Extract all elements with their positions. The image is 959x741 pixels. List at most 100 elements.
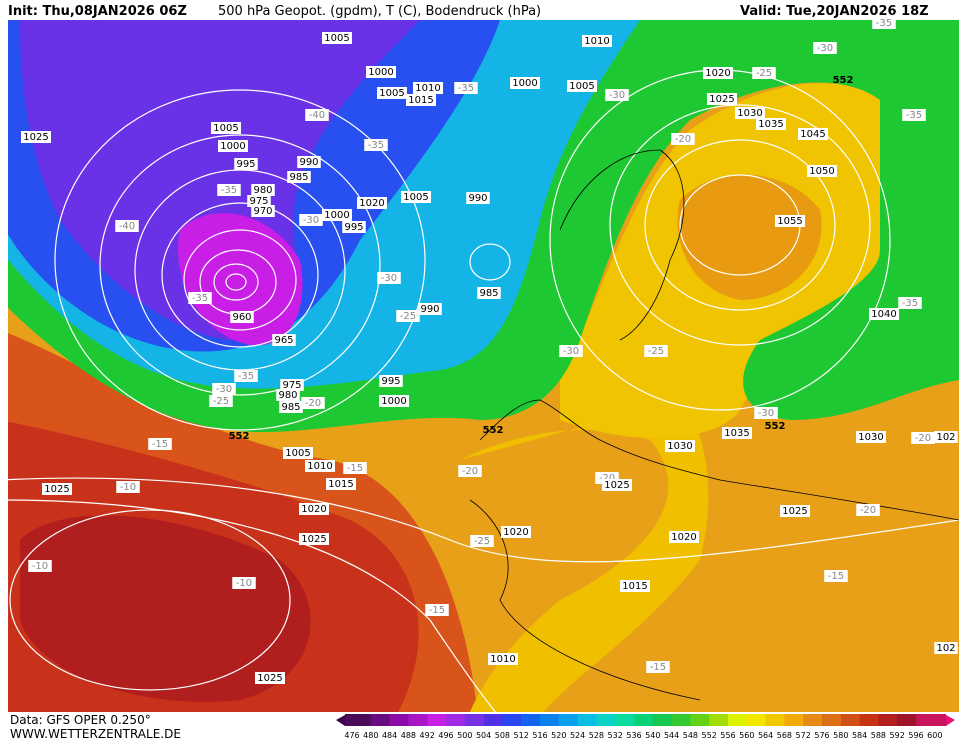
temperature-label-box <box>188 292 212 304</box>
colorbar-arrow-low <box>336 715 345 726</box>
colorbar-swatch <box>577 714 597 726</box>
pressure-label: 1005 <box>569 81 594 92</box>
colorbar-label: 504 <box>476 731 491 740</box>
colorbar-label: 528 <box>589 731 604 740</box>
temperature-label: -25 <box>756 68 772 79</box>
pressure-label: 980 <box>253 185 272 196</box>
temperature-label-box <box>148 438 172 450</box>
colorbar-label: 576 <box>814 731 829 740</box>
temperature-label: -35 <box>458 83 474 94</box>
pressure-label-box <box>488 653 518 665</box>
pressure-label: 985 <box>281 402 300 413</box>
temperature-label: -35 <box>238 371 254 382</box>
temperature-label-box <box>115 220 139 232</box>
pressure-label-box <box>42 483 72 495</box>
pressure-label: 1000 <box>512 78 537 89</box>
colorbar-label: 476 <box>344 731 359 740</box>
pressure-label-box <box>807 165 837 177</box>
colorbar-label: 580 <box>833 731 848 740</box>
temperature-label: -10 <box>120 482 136 493</box>
geopotential-label: 552 <box>483 425 504 436</box>
pressure-label-box <box>230 311 254 323</box>
pressure-label-box <box>21 131 51 143</box>
temperature-label: -30 <box>817 43 833 54</box>
temperature-label: -20 <box>675 134 691 145</box>
colorbar-label: 588 <box>871 731 886 740</box>
temperature-label: -30 <box>609 90 625 101</box>
pressure-label: 985 <box>289 172 308 183</box>
colorbar-label: 544 <box>664 731 679 740</box>
pressure-label-box <box>280 379 304 391</box>
temperature-label: -35 <box>902 298 918 309</box>
pressure-label-box <box>567 80 597 92</box>
temperature-label-box <box>911 432 935 444</box>
temperature-label: -35 <box>192 293 208 304</box>
pressure-label: 1040 <box>871 309 896 320</box>
temperature-label-box <box>454 82 478 94</box>
pressure-label-box <box>756 118 786 130</box>
temperature-label: -15 <box>828 571 844 582</box>
pressure-label: 1030 <box>667 441 692 452</box>
temperature-label-box <box>232 577 256 589</box>
geopotential-label: 552 <box>765 421 786 432</box>
pressure-label-box <box>305 460 335 472</box>
temperature-label-box <box>343 462 367 474</box>
temperature-label-box <box>752 67 776 79</box>
pressure-label-box <box>322 209 352 221</box>
temperature-label: -20 <box>915 433 931 444</box>
temperature-label: -20 <box>860 505 876 516</box>
pressure-label: 990 <box>468 193 487 204</box>
temperature-label-box <box>754 407 778 419</box>
temperature-label-box <box>116 481 140 493</box>
temperature-label-box <box>872 17 896 29</box>
colorbar-swatch <box>746 714 767 726</box>
colorbar-label: 540 <box>645 731 660 740</box>
colorbar-label: 496 <box>438 731 453 740</box>
temperature-label-box <box>212 383 236 395</box>
colorbar-swatch <box>389 714 409 726</box>
pressure-label-box <box>211 122 241 134</box>
pressure-label: 1025 <box>23 132 48 143</box>
temperature-label: -25 <box>213 396 229 407</box>
colorbar-swatch <box>596 714 616 726</box>
pressure-label: 1020 <box>503 527 528 538</box>
pressure-label: 1005 <box>379 88 404 99</box>
temperature-label: -30 <box>758 408 774 419</box>
pressure-label-box <box>780 505 810 517</box>
colorbar-label: 512 <box>514 731 529 740</box>
temperature-label: -35 <box>221 185 237 196</box>
colorbar-right-cap <box>934 714 946 726</box>
pressure-label-box <box>798 128 828 140</box>
pressure-label: 1005 <box>324 33 349 44</box>
colorbar-label: 524 <box>570 731 585 740</box>
pressure-label-box <box>299 533 329 545</box>
pressure-label: 1045 <box>800 129 825 140</box>
temperature-label-box <box>425 604 449 616</box>
temperature-label-box <box>646 661 670 673</box>
pressure-label-box <box>247 195 271 207</box>
colorbar-swatch <box>615 714 635 726</box>
pressure-label-box <box>466 192 490 204</box>
colorbar-swatch <box>558 714 579 726</box>
colorbar-swatch <box>634 714 654 726</box>
pressure-label-box <box>582 35 612 47</box>
colorbar-label: 556 <box>720 731 735 740</box>
pressure-label-box <box>856 431 886 443</box>
pressure-label-box <box>477 287 501 299</box>
pressure-label: 990 <box>420 304 439 315</box>
pressure-label: 985 <box>479 288 498 299</box>
colorbar-swatch <box>370 714 391 726</box>
temperature-label: -35 <box>368 140 384 151</box>
pressure-label-box <box>287 171 311 183</box>
pressure-label: 1015 <box>408 95 433 106</box>
colorbar-swatch <box>483 714 503 726</box>
website: WWW.WETTERZENTRALE.DE <box>10 727 181 741</box>
valid-time: Valid: Tue,20JAN2026 18Z <box>740 4 929 19</box>
colorbar-label: 548 <box>683 731 698 740</box>
pressure-label-box <box>279 401 303 413</box>
pressure-label: 1010 <box>415 83 440 94</box>
pressure-label: 1010 <box>584 36 609 47</box>
colorbar-swatch <box>709 714 729 726</box>
